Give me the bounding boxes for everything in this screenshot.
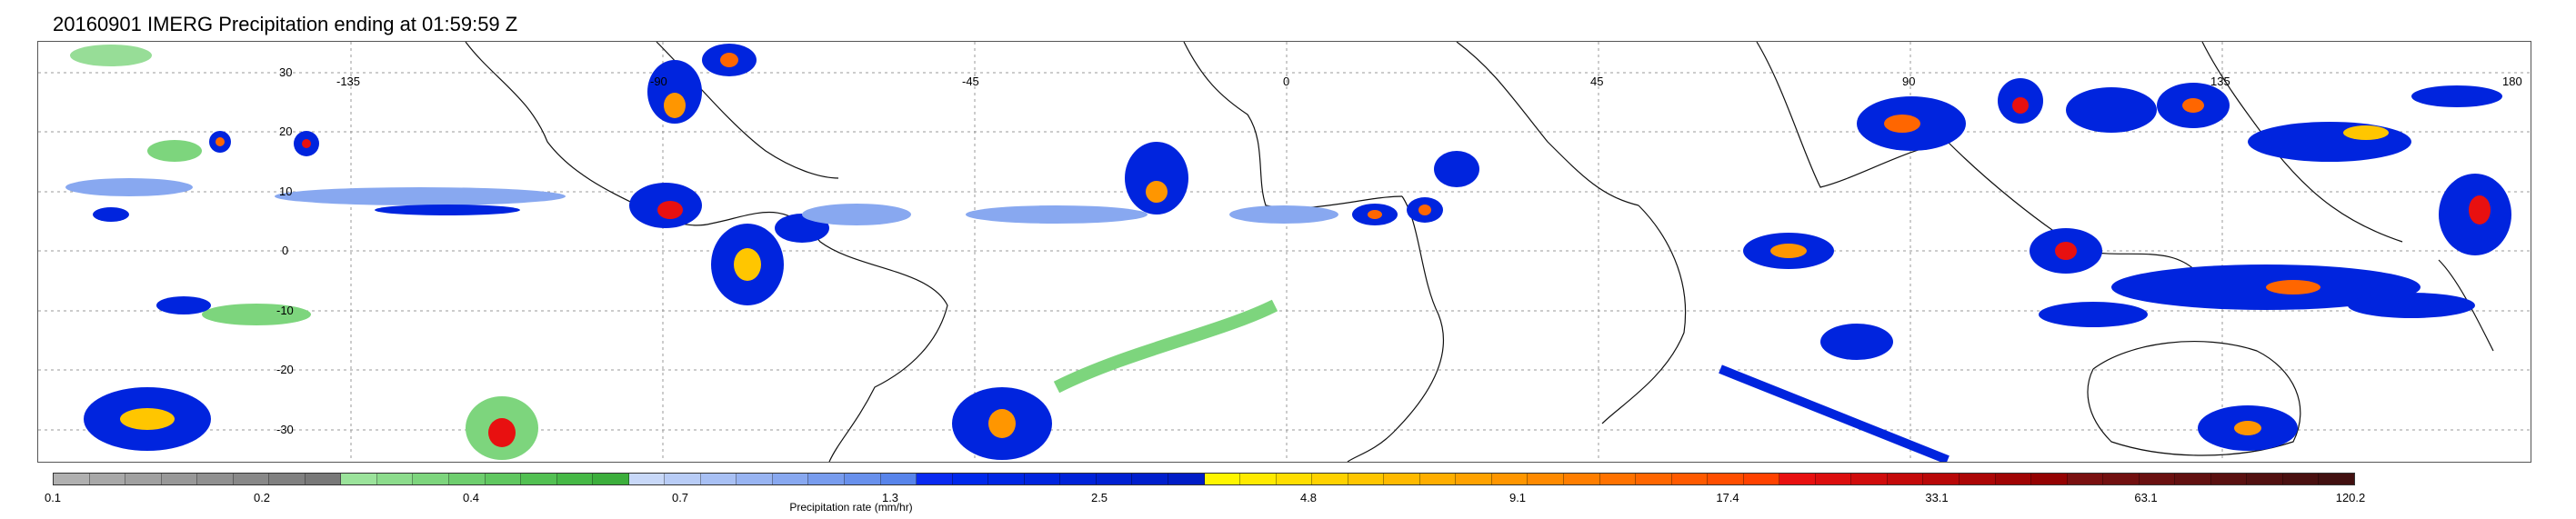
colorbar-segment [376, 474, 414, 484]
colorbar-segment [1168, 474, 1205, 484]
colorbar-segment [1599, 474, 1637, 484]
colorbar-segment [2282, 474, 2320, 484]
colorbar-segment [1204, 474, 1241, 484]
colorbar-segment [1348, 474, 1385, 484]
lat-label-20s: -20 [276, 363, 294, 376]
colorbar-tick: 9.1 [1509, 491, 1527, 504]
colorbar-segment [54, 474, 90, 484]
colorbar-segment [1276, 474, 1313, 484]
lon-label-90e: 90 [1902, 75, 1916, 88]
colorbar-segment [952, 474, 989, 484]
colorbar-segment [89, 474, 126, 484]
lon-label-45e: 45 [1590, 75, 1604, 88]
colorbar-tick: 4.8 [1299, 491, 1318, 504]
colorbar-segment [772, 474, 809, 484]
precipitation-fields [65, 44, 2511, 462]
colorbar-segment [305, 474, 342, 484]
colorbar-segment [1419, 474, 1457, 484]
colorbar-segment [880, 474, 917, 484]
lat-label-30s: -30 [276, 423, 294, 436]
colorbar-segment [197, 474, 234, 484]
colorbar-segment [2175, 474, 2211, 484]
colorbar-segment [1132, 474, 1168, 484]
colorbar-segment [1851, 474, 1888, 484]
colorbar-segment [413, 474, 450, 484]
colorbar-label: Precipitation rate (mm/hr) [789, 501, 913, 514]
colorbar-segment [1491, 474, 1529, 484]
colorbar-segment [2031, 474, 2068, 484]
colorbar-segment [2319, 474, 2354, 484]
colorbar-tick: 0.2 [253, 491, 271, 504]
lon-label-45w: -45 [962, 75, 979, 88]
colorbar-tick: 0.7 [671, 491, 689, 504]
colorbar-segment [1456, 474, 1492, 484]
colorbar-segment [521, 474, 557, 484]
colorbar-segment [2139, 474, 2176, 484]
colorbar-segment [1743, 474, 1780, 484]
colorbar-segment [1240, 474, 1277, 484]
lat-label-20n: 20 [279, 125, 293, 138]
colorbar-segment [1959, 474, 1996, 484]
colorbar-segment [2103, 474, 2140, 484]
colorbar-segment [2210, 474, 2248, 484]
colorbar-segment [628, 474, 666, 484]
colorbar-tick: 0.4 [462, 491, 480, 504]
colorbar-segment [1636, 474, 1672, 484]
colorbar-segment [665, 474, 701, 484]
colorbar-tick: 63.1 [2134, 491, 2158, 504]
colorbar-segment [2067, 474, 2104, 484]
colorbar-segment [1995, 474, 2032, 484]
lat-label-0: 0 [282, 244, 289, 257]
map-title: 20160901 IMERG Precipitation ending at 0… [53, 13, 518, 35]
colorbar-segment [1096, 474, 1133, 484]
colorbar-segment [449, 474, 486, 484]
colorbar-segment [593, 474, 629, 484]
colorbar-tick: 33.1 [1925, 491, 1949, 504]
colorbar-segment [1563, 474, 1600, 484]
colorbar-segment [556, 474, 594, 484]
colorbar-tick: 0.1 [44, 491, 62, 504]
colorbar-segment [1384, 474, 1420, 484]
colorbar-segment [1024, 474, 1061, 484]
lon-label-180: 180 [2502, 75, 2522, 88]
colorbar-segment [1815, 474, 1852, 484]
colorbar-segment [1779, 474, 1816, 484]
colorbar-segment [737, 474, 773, 484]
colorbar-segment [1312, 474, 1348, 484]
colorbar-segment [700, 474, 737, 484]
precipitation-colorbar [53, 473, 2355, 485]
lon-label-90w: -90 [650, 75, 667, 88]
colorbar-segment [1671, 474, 1709, 484]
colorbar-segment [845, 474, 881, 484]
map-canvas [38, 42, 2531, 462]
colorbar-segment [808, 474, 846, 484]
colorbar-segment [1528, 474, 1564, 484]
colorbar-segment [125, 474, 162, 484]
colorbar-tick: 120.2 [2335, 491, 2366, 504]
colorbar-segment [1923, 474, 1960, 484]
colorbar-segment [341, 474, 377, 484]
colorbar-segment [485, 474, 522, 484]
colorbar-segment [1060, 474, 1097, 484]
lat-label-10s: -10 [276, 304, 294, 317]
lat-label-10n: 10 [279, 185, 293, 198]
colorbar-segment [917, 474, 953, 484]
lon-label-0: 0 [1283, 75, 1290, 88]
colorbar-segment [269, 474, 306, 484]
lon-label-135w: -135 [336, 75, 361, 88]
colorbar-segment [2247, 474, 2283, 484]
colorbar-tick: 2.5 [1090, 491, 1108, 504]
colorbar-tick: 1.3 [881, 491, 899, 504]
colorbar-segment [161, 474, 198, 484]
precipitation-map: 30 20 10 0 -10 -20 -30 -135 -90 -45 0 45… [37, 41, 2531, 463]
colorbar-segment [988, 474, 1025, 484]
colorbar-tick: 17.4 [1716, 491, 1739, 504]
lon-label-135e: 135 [2210, 75, 2230, 88]
colorbar-segment [233, 474, 270, 484]
lat-label-30n: 30 [279, 65, 293, 79]
graticule [38, 42, 2531, 462]
colorbar-segment [1887, 474, 1924, 484]
colorbar-segment [1708, 474, 1744, 484]
